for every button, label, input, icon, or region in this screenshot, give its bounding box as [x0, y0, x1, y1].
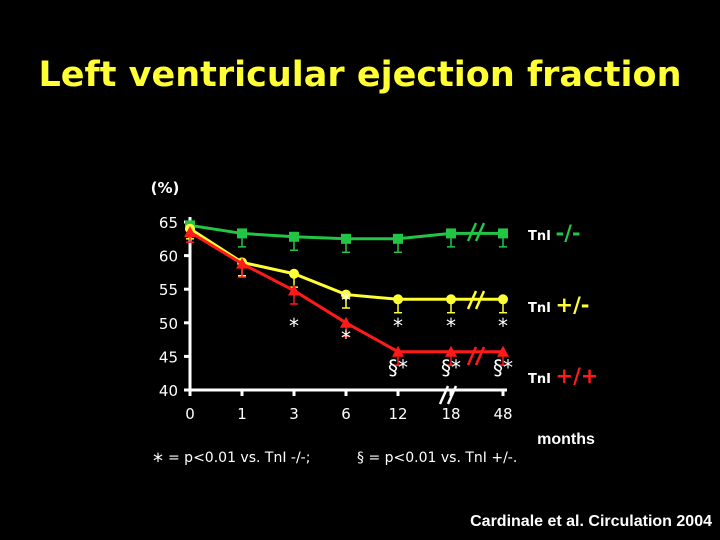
- y-tick-label: 45: [159, 348, 178, 366]
- x-tick-label: 0: [185, 405, 195, 423]
- y-tick-label: 50: [159, 315, 178, 333]
- significance-marker: §*: [388, 356, 408, 380]
- chart-title: Left ventricular ejection fraction: [38, 55, 682, 95]
- significance-marker: §*: [441, 356, 461, 380]
- data-point: [236, 257, 248, 269]
- plot-area: [184, 220, 509, 366]
- x-tick-label: 1: [237, 405, 247, 423]
- series-label: TnI +/+: [528, 364, 598, 388]
- data-point: [498, 294, 508, 305]
- footnote-star: = p<0.01 vs. TnI -/-;: [168, 450, 310, 466]
- footnote: * = p<0.01 vs. TnI -/-; § = p<0.01 vs. T…: [153, 449, 517, 473]
- data-point: [445, 345, 457, 357]
- citation: Cardinale et al. Circulation 2004: [470, 513, 712, 530]
- axis-break-mark: [474, 290, 486, 310]
- x-axis-label: months: [537, 431, 595, 448]
- axis-break-mark: [474, 346, 486, 366]
- axis-break-mark: [446, 385, 458, 405]
- data-point: [446, 294, 456, 305]
- significance-marker: *: [498, 314, 508, 338]
- significance-marker: *: [289, 314, 299, 338]
- axis-break-mark: [466, 346, 478, 366]
- x-tick-label: 3: [289, 405, 299, 423]
- significance-marker: *: [446, 314, 456, 338]
- significance-marker: *: [341, 326, 351, 350]
- y-axis-label: (%): [151, 179, 180, 197]
- y-tick-label: 65: [159, 214, 178, 232]
- significance-annotations: * * * * * * §* §* §*: [289, 288, 513, 379]
- footnote-star-symbol: *: [153, 449, 163, 473]
- data-point: [341, 233, 351, 244]
- data-point: [497, 345, 509, 357]
- axis-break-marks: [438, 222, 486, 405]
- chart-axes: 65 60 55 50 45 40 0 1 3 6 12 18 48: [159, 214, 513, 423]
- data-point: [393, 233, 403, 244]
- series-triangle: [184, 226, 509, 366]
- axis-break-mark: [438, 385, 450, 405]
- significance-marker: *: [393, 314, 403, 338]
- series-label: TnI -/-: [528, 221, 581, 245]
- y-tick-label: 40: [159, 382, 178, 400]
- data-point: [184, 226, 196, 238]
- axis-break-mark: [474, 222, 486, 242]
- series-labels: TnI -/- TnI +/- TnI +/+: [528, 221, 598, 388]
- data-point: [393, 294, 403, 305]
- x-tick-label: 18: [441, 405, 460, 423]
- data-point: [498, 228, 508, 239]
- data-point: [392, 345, 404, 357]
- y-tick-label: 60: [159, 248, 178, 266]
- data-point: [237, 228, 247, 239]
- series-label: TnI +/-: [528, 293, 589, 317]
- significance-marker: *: [341, 288, 351, 312]
- data-point: [289, 231, 299, 242]
- data-point: [289, 268, 299, 279]
- y-tick-label: 55: [159, 281, 178, 299]
- x-tick-label: 6: [341, 405, 351, 423]
- data-point: [340, 316, 352, 328]
- series-square: [185, 220, 508, 253]
- data-point: [288, 284, 300, 296]
- axis-break-mark: [466, 222, 478, 242]
- axis-break-mark: [466, 290, 478, 310]
- data-point: [446, 228, 456, 239]
- x-tick-label: 48: [493, 405, 512, 423]
- significance-marker: §*: [493, 356, 513, 380]
- data-point: [341, 289, 351, 300]
- x-tick-label: 12: [388, 405, 407, 423]
- footnote-section: § = p<0.01 vs. TnI +/-.: [357, 450, 517, 466]
